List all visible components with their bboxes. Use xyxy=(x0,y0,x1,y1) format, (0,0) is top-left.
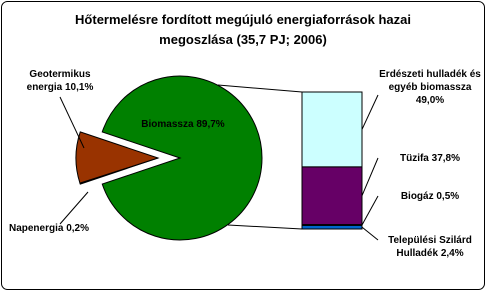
pie-label: Geotermikus energia 10,1% xyxy=(20,68,100,94)
bar-label: Biogáz 0,5% xyxy=(380,190,480,203)
label-name: Erdészeti hulladék és egyéb biomassza xyxy=(379,69,481,93)
label-value: 37,8% xyxy=(431,153,461,164)
label-name: Biogáz xyxy=(400,191,434,202)
bar-label: Tüzifa 37,8% xyxy=(380,152,480,165)
label-value: 2,4% xyxy=(440,248,464,259)
label-name: Geotermikus energia xyxy=(26,69,91,93)
pie-slice xyxy=(75,131,160,184)
bar-segment xyxy=(301,91,363,168)
bar-label: Települési Szilárd Hulladék 2,4% xyxy=(374,234,486,260)
leader-line xyxy=(59,191,89,225)
leader-line xyxy=(361,94,379,130)
bar-segment xyxy=(301,224,363,230)
leader-line xyxy=(361,195,379,226)
pie-label: Napenergia 0,2% xyxy=(4,222,94,235)
bar-segment xyxy=(301,166,363,226)
pie-slice xyxy=(101,75,263,241)
label-name: Települési Szilárd Hulladék xyxy=(388,235,472,259)
label-name: Tüzifa xyxy=(399,153,429,164)
label-name: Napenergia xyxy=(8,223,64,234)
bar-label: Erdészeti hulladék és egyéb biomassza 49… xyxy=(378,68,482,107)
connector-line xyxy=(227,224,303,230)
connector-line xyxy=(217,84,303,93)
label-value: 49,0% xyxy=(415,95,445,106)
label-value: 0,2% xyxy=(66,223,90,234)
pie-label: Biomassza 89,7% xyxy=(128,118,238,131)
chart-title: Hőtermelésre fordított megújuló energiaf… xyxy=(75,12,411,47)
label-value: 0,5% xyxy=(436,191,460,202)
label-name: Biomassza xyxy=(141,119,194,130)
leader-line xyxy=(361,226,379,241)
leader-line xyxy=(361,157,379,196)
label-value: 89,7% xyxy=(196,119,225,130)
label-value: 10,1% xyxy=(65,82,94,93)
leader-line xyxy=(59,96,85,149)
